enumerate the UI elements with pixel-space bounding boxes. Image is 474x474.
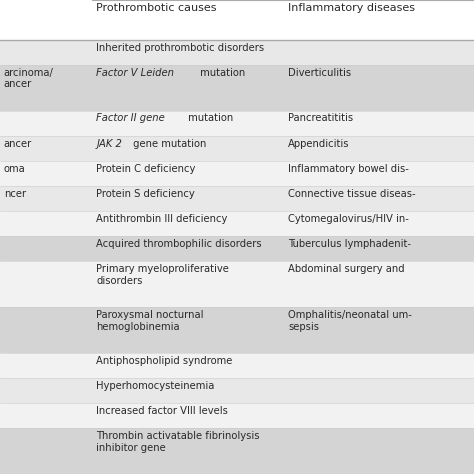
Text: Paroxysmal nocturnal
hemoglobinemia: Paroxysmal nocturnal hemoglobinemia [96, 310, 204, 331]
Bar [0, 110, 474, 136]
Text: JAK 2: JAK 2 [96, 138, 122, 148]
Bar [0, 136, 474, 161]
Text: ncer: ncer [4, 189, 26, 199]
Bar [0, 378, 474, 403]
Text: mutation: mutation [185, 113, 233, 124]
Text: Hyperhomocysteinemia: Hyperhomocysteinemia [96, 381, 215, 391]
Text: Primary myeloproliferative
disorders: Primary myeloproliferative disorders [96, 264, 229, 286]
Text: arcinoma/
ancer: arcinoma/ ancer [4, 68, 54, 89]
Bar [0, 428, 474, 474]
Bar [0, 211, 474, 236]
Text: Appendicitis: Appendicitis [288, 138, 350, 148]
Text: mutation: mutation [197, 68, 245, 78]
Bar [0, 261, 474, 307]
Bar [0, 65, 474, 110]
Text: Protein C deficiency: Protein C deficiency [96, 164, 196, 173]
Text: Antithrombin III deficiency: Antithrombin III deficiency [96, 214, 228, 224]
Text: ancer: ancer [4, 138, 32, 148]
Text: Tuberculus lymphadenit-: Tuberculus lymphadenit- [288, 239, 411, 249]
Bar [0, 186, 474, 211]
Bar [0, 353, 474, 378]
Text: Inflammatory bowel dis-: Inflammatory bowel dis- [288, 164, 409, 173]
Bar [0, 40, 474, 65]
Text: Diverticulitis: Diverticulitis [288, 68, 351, 78]
Text: Factor V Leiden: Factor V Leiden [96, 68, 174, 78]
Text: Abdominal surgery and: Abdominal surgery and [288, 264, 405, 274]
Text: Antiphospholipid syndrome: Antiphospholipid syndrome [96, 356, 233, 366]
Text: Factor II gene: Factor II gene [96, 113, 165, 124]
Text: Acquired thrombophilic disorders: Acquired thrombophilic disorders [96, 239, 262, 249]
Text: gene mutation: gene mutation [129, 138, 206, 148]
Bar [0, 307, 474, 353]
Bar [0, 403, 474, 428]
Bar [0, 161, 474, 186]
Text: Prothrombotic causes: Prothrombotic causes [96, 3, 217, 13]
Text: oma: oma [4, 164, 26, 173]
Text: Pancreatititis: Pancreatititis [288, 113, 353, 124]
Text: Connective tissue diseas-: Connective tissue diseas- [288, 189, 416, 199]
Text: Thrombin activatable fibrinolysis
inhibitor gene: Thrombin activatable fibrinolysis inhibi… [96, 431, 260, 453]
Bar [0, 236, 474, 261]
Text: Omphalitis/neonatal um-
sepsis: Omphalitis/neonatal um- sepsis [288, 310, 412, 331]
Text: Increased factor VIII levels: Increased factor VIII levels [96, 406, 228, 416]
Text: Inflammatory diseases: Inflammatory diseases [288, 3, 415, 13]
Text: Cytomegalovirus/HIV in-: Cytomegalovirus/HIV in- [288, 214, 409, 224]
Text: Protein S deficiency: Protein S deficiency [96, 189, 195, 199]
Text: Inherited prothrombotic disorders: Inherited prothrombotic disorders [96, 43, 264, 53]
